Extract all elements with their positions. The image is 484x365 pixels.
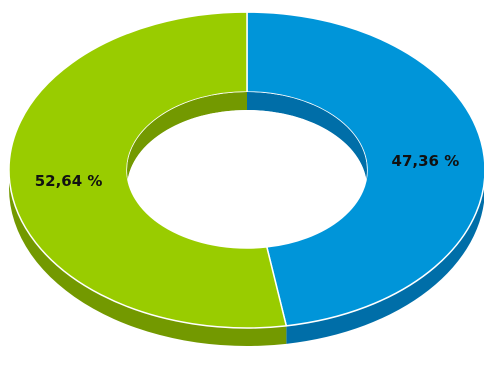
slice-inner-wall-0-0 <box>247 92 367 188</box>
slice-label-1: 52,64 % <box>35 172 103 190</box>
donut-labels: 47,36 % 52,64 % <box>35 152 460 190</box>
slice-0 <box>246 11 484 327</box>
donut-inner-walls <box>127 92 367 248</box>
slice-inner-wall-1-1 <box>127 92 247 188</box>
slice-side-0 <box>286 183 484 344</box>
slice-label-0: 47,36 % <box>392 152 460 170</box>
